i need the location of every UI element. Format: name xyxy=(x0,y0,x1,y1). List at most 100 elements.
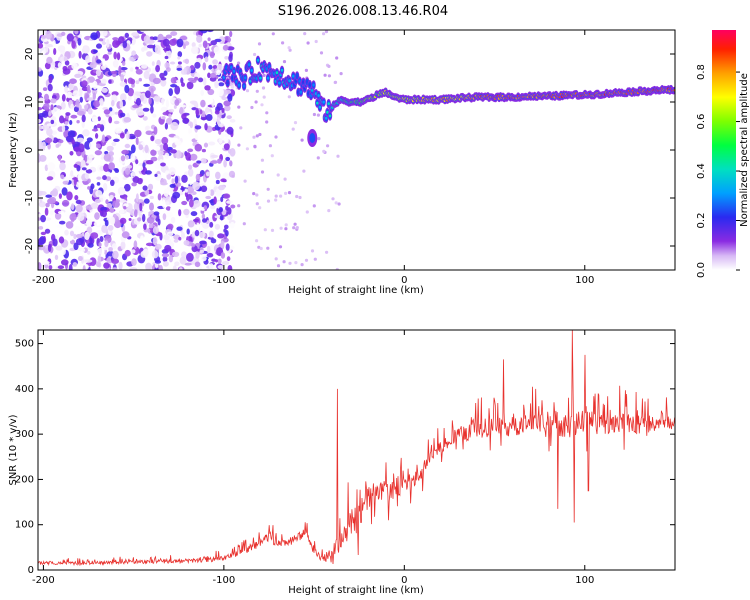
noise-blob xyxy=(160,162,166,167)
noise-blob xyxy=(84,231,90,241)
noise-blob xyxy=(184,58,190,64)
noise-blob xyxy=(226,115,232,120)
ridge-core xyxy=(328,114,332,118)
noise-blob xyxy=(153,126,158,135)
noise-blob xyxy=(141,47,145,52)
noise-blob xyxy=(199,231,206,238)
noise-blob xyxy=(105,199,109,205)
noise-blob xyxy=(151,61,155,66)
noise-blob xyxy=(39,236,46,245)
ridge-core xyxy=(259,76,262,80)
noise-blob xyxy=(52,39,56,47)
noise-blob xyxy=(84,105,88,111)
noise-blob xyxy=(180,77,184,84)
noise-blob xyxy=(143,223,147,230)
noise-blob xyxy=(59,220,66,225)
colorbar-tick-label: 0.0 xyxy=(696,262,707,278)
noise-blob xyxy=(146,51,153,57)
ridge-core xyxy=(311,89,314,92)
noise-blob xyxy=(98,242,102,248)
noise-blob xyxy=(191,107,197,111)
noise-blob xyxy=(135,80,140,85)
noise-dot xyxy=(323,73,327,77)
noise-blob xyxy=(167,146,173,151)
noise-dot xyxy=(293,222,297,226)
noise-blob xyxy=(135,66,139,70)
noise-dot xyxy=(279,194,283,198)
noise-blob xyxy=(229,148,236,157)
noise-blob xyxy=(209,205,216,210)
noise-blob xyxy=(174,175,179,184)
noise-blob xyxy=(159,72,165,79)
noise-blob xyxy=(104,240,109,248)
noise-blob xyxy=(78,50,82,59)
noise-blob xyxy=(138,144,144,151)
noise-blob xyxy=(210,160,218,164)
snr-background xyxy=(38,330,675,570)
noise-blob xyxy=(145,90,151,99)
noise-blob xyxy=(209,51,215,59)
noise-blob xyxy=(103,163,110,172)
noise-blob xyxy=(148,223,154,229)
noise-blob xyxy=(151,250,159,259)
noise-blob xyxy=(64,85,68,93)
noise-blob xyxy=(189,199,194,208)
noise-blob xyxy=(172,251,180,257)
noise-blob xyxy=(149,202,154,211)
noise-blob xyxy=(61,125,66,133)
noise-dot xyxy=(327,74,331,78)
noise-blob xyxy=(201,213,206,220)
noise-blob xyxy=(94,198,101,204)
noise-blob xyxy=(48,196,57,204)
noise-dot xyxy=(276,173,280,177)
noise-blob xyxy=(169,183,176,188)
y-tick-label: -20 xyxy=(24,238,35,254)
noise-dot xyxy=(255,89,259,93)
noise-blob xyxy=(100,30,108,37)
noise-blob xyxy=(94,212,100,220)
noise-dot xyxy=(319,51,324,55)
noise-blob xyxy=(168,113,172,118)
noise-blob xyxy=(229,30,233,38)
noise-dot xyxy=(325,250,329,254)
noise-blob xyxy=(62,180,69,185)
noise-blob xyxy=(111,114,119,119)
noise-blob xyxy=(177,56,181,60)
x-tick-label: -200 xyxy=(32,575,55,586)
noise-blob xyxy=(137,217,142,222)
noise-dot xyxy=(265,111,269,115)
noise-dot xyxy=(303,31,307,36)
noise-blob xyxy=(145,130,153,136)
noise-blob xyxy=(189,30,194,36)
noise-blob xyxy=(52,88,60,94)
noise-blob xyxy=(154,160,162,170)
noise-blob xyxy=(38,201,46,208)
noise-blob xyxy=(152,236,158,246)
noise-dot xyxy=(282,60,287,64)
noise-blob xyxy=(135,193,139,203)
noise-blob xyxy=(142,162,146,169)
noise-dot xyxy=(284,227,288,231)
noise-blob xyxy=(58,154,62,162)
noise-blob xyxy=(124,143,131,149)
noise-dot xyxy=(239,126,243,130)
y-tick-label: 300 xyxy=(15,429,34,440)
colorbar-tick-label: 0.6 xyxy=(696,114,707,130)
noise-dot xyxy=(274,198,278,202)
noise-dot xyxy=(313,257,317,261)
noise-dot xyxy=(327,64,331,68)
noise-blob xyxy=(127,96,132,101)
noise-blob xyxy=(194,261,201,268)
noise-dot xyxy=(253,144,257,148)
noise-blob xyxy=(163,188,169,197)
noise-blob xyxy=(192,181,201,191)
noise-blob xyxy=(44,93,49,101)
noise-blob xyxy=(176,67,183,71)
noise-blob xyxy=(211,258,217,262)
noise-blob xyxy=(131,182,137,187)
noise-blob xyxy=(174,140,182,146)
noise-blob xyxy=(75,204,83,213)
noise-blob xyxy=(182,43,186,50)
noise-blob xyxy=(170,31,178,36)
spectrogram-y-axis: -20 -10 0 10 20 xyxy=(24,48,675,254)
